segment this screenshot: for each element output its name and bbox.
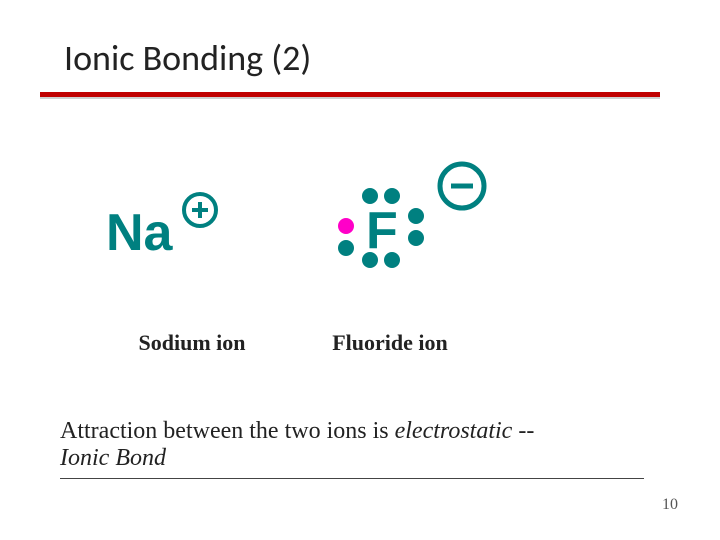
title-underline-gray [40,97,660,99]
electron-dot [338,240,354,256]
caption-prefix: Attraction between the two ions is [60,418,395,444]
sodium-label: Sodium ion [122,330,262,356]
caption-em2: Ionic Bond [60,445,166,471]
page-number: 10 [662,496,678,514]
electron-dot [408,208,424,224]
electron-dot [338,218,354,234]
electron-dot [408,230,424,246]
fluoride-ion-diagram: F [310,160,510,300]
caption-underline [60,478,644,479]
na-symbol: Na [106,204,174,262]
fluoride-label: Fluoride ion [320,330,460,356]
slide: Ionic Bonding (2) Na F Sodium ion Fluori… [0,0,720,540]
sodium-ion-diagram: Na [96,188,246,278]
diagram: Na F [0,160,720,340]
slide-title: Ionic Bonding (2) [64,36,311,80]
caption-em1: electrostatic -- [395,418,535,444]
f-symbol: F [366,202,398,260]
caption: Attraction between the two ions is elect… [60,418,670,472]
